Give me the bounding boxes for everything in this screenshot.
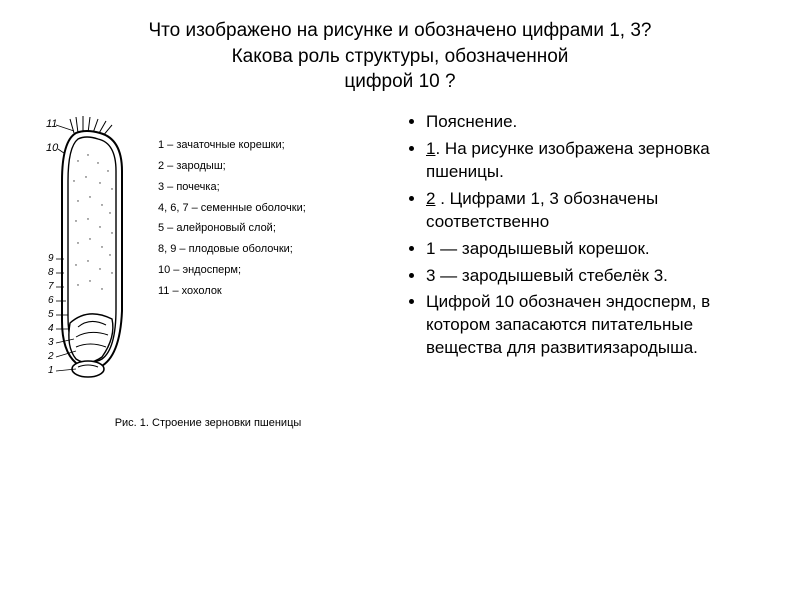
bullet-text: . Цифрами 1, 3 обозначены соответственно xyxy=(426,189,658,231)
content-row: 11 10 xyxy=(28,111,772,429)
bullet-item: Цифрой 10 обозначен эндосперм, в котором… xyxy=(426,291,772,360)
legend-item: 5 – алейроновый слой; xyxy=(158,218,306,239)
title-line-2: Какова роль структуры, обозначенной xyxy=(232,46,569,67)
legend-item: 4, 6, 7 – семенные оболочки; xyxy=(158,198,306,219)
legend-item: 1 – зачаточные корешки; xyxy=(158,135,306,156)
bullet-text: . На рисунке изображена зерновка пшеницы… xyxy=(426,139,710,181)
title-line-1: Что изображено на рисунке и обозначено ц… xyxy=(148,20,651,41)
svg-text:4: 4 xyxy=(48,323,54,334)
title-line-3: цифрой 10 ? xyxy=(344,71,455,92)
svg-text:1: 1 xyxy=(48,365,54,376)
answer-bullets: Пояснение. 1. На рисунке изображена зерн… xyxy=(404,111,772,360)
legend-item: 10 – эндосперм; xyxy=(158,260,306,281)
legend-item: 11 – хохолок xyxy=(158,281,306,302)
figure-legend: 1 – зачаточные корешки; 2 – зародыш; 3 –… xyxy=(158,111,306,411)
bullet-item: 1 — зародышевый корешок. xyxy=(426,238,772,261)
bullet-item: 3 — зародышевый стебелёк 3. xyxy=(426,265,772,288)
legend-item: 8, 9 – плодовые оболочки; xyxy=(158,239,306,260)
svg-text:9: 9 xyxy=(48,253,54,264)
svg-text:5: 5 xyxy=(48,309,54,320)
bullet-item: 2 . Цифрами 1, 3 обозначены соответствен… xyxy=(426,188,772,234)
question-title: Что изображено на рисунке и обозначено ц… xyxy=(28,18,772,95)
figure-column: 11 10 xyxy=(28,111,388,429)
bullet-item: Пояснение. xyxy=(426,111,772,134)
bullet-item: 1. На рисунке изображена зерновка пшениц… xyxy=(426,138,772,184)
legend-item: 2 – зародыш; xyxy=(158,156,306,177)
svg-text:3: 3 xyxy=(48,337,54,348)
svg-text:8: 8 xyxy=(48,267,54,278)
legend-item: 3 – почечка; xyxy=(158,177,306,198)
answer-column: Пояснение. 1. На рисунке изображена зерн… xyxy=(404,111,772,429)
svg-text:11: 11 xyxy=(46,118,57,130)
figure-wrap: 11 10 xyxy=(28,111,388,411)
grain-diagram: 11 10 xyxy=(28,111,148,411)
svg-text:6: 6 xyxy=(48,295,54,306)
svg-text:2: 2 xyxy=(47,351,54,362)
figure-caption: Рис. 1. Строение зерновки пшеницы xyxy=(28,417,388,429)
svg-text:10: 10 xyxy=(46,142,59,154)
svg-text:7: 7 xyxy=(48,281,54,292)
